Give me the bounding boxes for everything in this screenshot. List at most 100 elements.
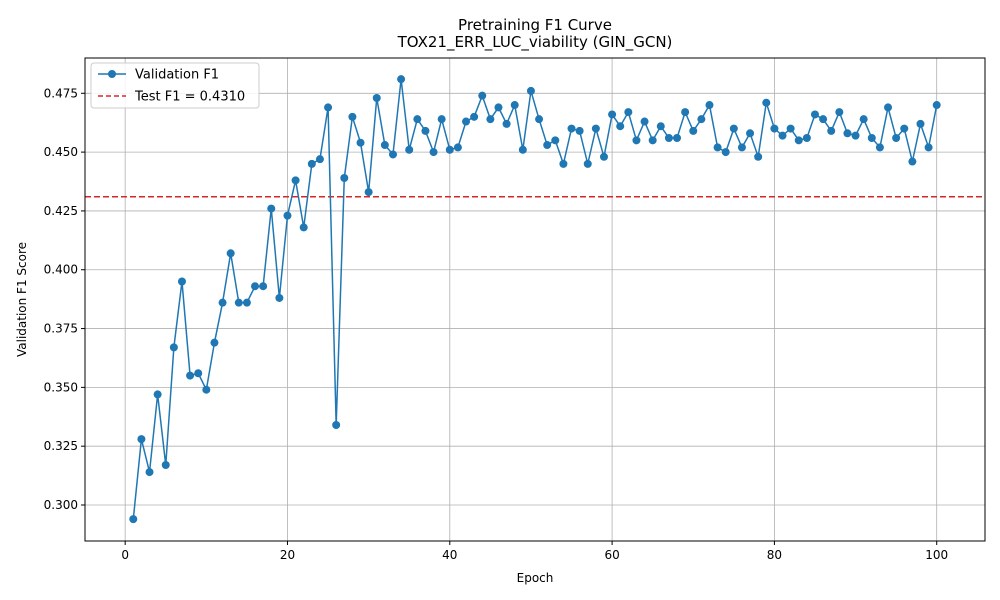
data-point (372, 93, 381, 102)
legend: Validation F1 Test F1 = 0.4310 (90, 62, 260, 109)
data-point (169, 343, 178, 352)
data-point (299, 223, 308, 232)
x-tick-label: 100 (925, 548, 948, 562)
data-point (794, 136, 803, 145)
data-point (673, 133, 682, 142)
data-point (291, 176, 300, 185)
data-point (851, 131, 860, 140)
y-tick-label: 0.425 (44, 204, 78, 218)
data-point (405, 145, 414, 154)
data-point (332, 421, 341, 430)
data-point (380, 141, 389, 150)
data-point (210, 338, 219, 347)
data-point (177, 277, 186, 286)
data-point (526, 86, 535, 95)
data-point (340, 173, 349, 182)
data-point (315, 155, 324, 164)
data-point (721, 148, 730, 157)
data-point (875, 143, 884, 152)
data-point (648, 136, 657, 145)
y-tick-label: 0.450 (44, 145, 78, 159)
data-point (307, 159, 316, 168)
data-point (364, 188, 373, 197)
data-point (827, 126, 836, 135)
data-point (802, 133, 811, 142)
data-point (932, 101, 941, 110)
data-point (437, 115, 446, 124)
data-point (664, 133, 673, 142)
data-point (453, 143, 462, 152)
data-point (535, 115, 544, 124)
x-axis-ticks: 0 20 40 60 80 100 (121, 541, 948, 562)
data-point (713, 143, 722, 152)
data-point (502, 119, 511, 128)
data-point (867, 133, 876, 142)
data-point (762, 98, 771, 107)
data-point (632, 136, 641, 145)
data-point (746, 129, 755, 138)
data-point (275, 293, 284, 302)
data-point (145, 468, 154, 477)
y-tick-label: 0.325 (44, 439, 78, 453)
data-point (583, 159, 592, 168)
x-axis-label: Epoch (517, 571, 554, 585)
data-point (324, 103, 333, 112)
data-point (194, 369, 203, 378)
data-point (470, 112, 479, 121)
x-tick-label: 20 (280, 548, 295, 562)
data-point (234, 298, 243, 307)
data-point (153, 390, 162, 399)
data-point (283, 211, 292, 220)
data-point (786, 124, 795, 133)
data-point (681, 108, 690, 117)
data-point (202, 385, 211, 394)
data-point (242, 298, 251, 307)
data-point (608, 110, 617, 119)
data-point (543, 141, 552, 150)
data-point (226, 249, 235, 258)
data-point (916, 119, 925, 128)
data-point (924, 143, 933, 152)
data-point (624, 108, 633, 117)
series-layer (129, 75, 941, 524)
data-point (908, 157, 917, 166)
data-point (494, 103, 503, 112)
validation-f1-line (132, 79, 938, 520)
data-point (859, 115, 868, 124)
data-point (575, 126, 584, 135)
data-point (616, 122, 625, 131)
data-point (591, 124, 600, 133)
data-point (413, 115, 422, 124)
legend-entry-test: Test F1 = 0.4310 (134, 90, 245, 105)
data-point (770, 124, 779, 133)
data-point (186, 371, 195, 380)
y-tick-label: 0.300 (44, 498, 78, 512)
data-point (892, 133, 901, 142)
legend-box (90, 62, 260, 109)
chart-title: Pretraining F1 Curve (458, 16, 612, 34)
data-point (137, 435, 146, 444)
data-point (161, 461, 170, 470)
y-tick-label: 0.475 (44, 86, 78, 100)
data-point (551, 136, 560, 145)
data-point (729, 124, 738, 133)
data-point (835, 108, 844, 117)
data-point (599, 152, 608, 161)
data-point (640, 117, 649, 126)
y-axis-ticks: 0.300 0.325 0.350 0.375 0.400 0.425 0.450 0.475 (44, 86, 85, 512)
y-tick-label: 0.350 (44, 380, 78, 394)
data-point (843, 129, 852, 138)
chart-subtitle: TOX21_ERR_LUC_viability (GIN_GCN) (397, 33, 673, 52)
data-point (559, 159, 568, 168)
data-point (218, 298, 227, 307)
data-point (348, 112, 357, 121)
data-point (567, 124, 576, 133)
y-tick-label: 0.375 (44, 322, 78, 336)
data-point (778, 131, 787, 140)
data-point (478, 91, 487, 100)
data-point (900, 124, 909, 133)
legend-marker-dot (108, 70, 116, 78)
data-point (510, 101, 519, 110)
x-tick-label: 80 (767, 548, 782, 562)
